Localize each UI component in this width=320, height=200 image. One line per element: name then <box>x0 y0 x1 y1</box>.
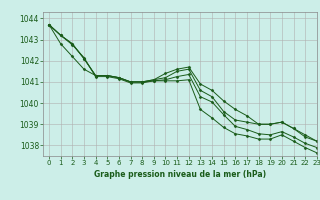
X-axis label: Graphe pression niveau de la mer (hPa): Graphe pression niveau de la mer (hPa) <box>94 170 266 179</box>
